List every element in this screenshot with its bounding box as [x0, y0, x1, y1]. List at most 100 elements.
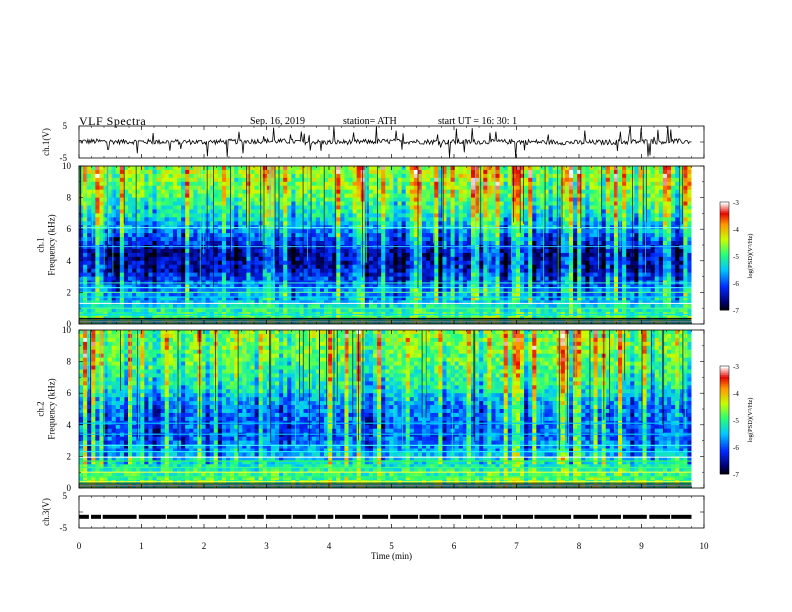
- ch1-spectrogram-cell: [679, 260, 684, 266]
- ch1-spectrogram-cell: [311, 252, 317, 258]
- ch1-spectrogram-cell: [483, 181, 488, 187]
- ch1-spectrogram-cell: [234, 229, 239, 234]
- ch1-spectrogram-cell: [646, 276, 652, 281]
- ch1-spectrogram-cell: [246, 185, 251, 191]
- ch1-spectrogram-cell: [462, 169, 468, 175]
- ch1-spectrogram-cell: [303, 173, 309, 179]
- ch1-spectrogram-cell: [642, 241, 647, 246]
- ch1-spectrogram-cell: [552, 193, 558, 198]
- ch1-spectrogram-cell: [242, 241, 247, 246]
- ch1-spectrogram-cell: [393, 268, 398, 274]
- ch1-spectrogram-cell: [495, 213, 500, 218]
- ch1-spectrogram-cell: [515, 221, 521, 226]
- ch1-spectrogram-cell: [471, 237, 476, 242]
- ch1-spectrogram-cell: [532, 264, 537, 270]
- ch1-spectrogram-cell: [548, 181, 554, 187]
- ch1-spectrogram-cell: [336, 272, 341, 277]
- ch1-spectrogram-cell: [83, 201, 88, 206]
- ch1-spectrogram-cell: [217, 292, 223, 297]
- ch1-spectrogram-cell: [352, 248, 358, 254]
- ch1-spectrogram-cell: [560, 205, 566, 210]
- ch1-spectrogram-cell: [585, 248, 590, 254]
- ch1-waveform-ytick-label: 5: [63, 121, 68, 131]
- ch1-spectrogram-cell: [409, 213, 415, 218]
- ch1-spectrogram-cell: [495, 260, 500, 266]
- ch1-spectrogram-cell: [368, 166, 374, 171]
- ch1-spectrogram-cell: [119, 197, 125, 202]
- ch1-spectrogram-cell: [499, 237, 505, 242]
- ch1-spectrogram-cell: [283, 221, 288, 226]
- ch1-spectrogram-cell: [528, 221, 533, 226]
- ch1-spectrogram-cell: [177, 272, 182, 277]
- ch1-spectrogram-cell: [250, 205, 255, 210]
- ch1-spectrogram-cell: [181, 268, 186, 274]
- ch1-spectrogram-cell: [381, 264, 386, 270]
- ch1-spectrogram-cell: [626, 197, 631, 202]
- ch1-spectrogram-cell: [258, 292, 264, 297]
- ch1-spectrogram-cell: [360, 268, 366, 274]
- ch1-spectrogram-cell: [422, 284, 427, 289]
- ch1-spectrogram-cell: [103, 268, 108, 274]
- ch1-spectrogram-cell: [413, 169, 419, 175]
- ch1-spectrogram-cell: [417, 166, 423, 171]
- ch1-spectrogram-cell: [446, 268, 451, 274]
- ch1-spectrogram-cell: [140, 229, 145, 234]
- ch1-spectrogram-cell: [242, 233, 247, 238]
- ch1-spectrogram-cell: [507, 197, 513, 202]
- ch1-spectrogram-cell: [217, 189, 223, 195]
- ch1-spectrogram-cell: [597, 201, 603, 206]
- ch1-spectrogram-cell: [307, 201, 313, 206]
- ch1-spectrogram-cell: [405, 237, 411, 242]
- ch1-spectrogram-cell: [569, 166, 574, 171]
- ch1-spectrogram-cell: [185, 185, 190, 191]
- ch1-spectrogram-cell: [79, 185, 84, 191]
- ch1-spectrogram-cell: [569, 276, 574, 281]
- ch1-spectrogram-cell: [95, 217, 100, 222]
- ch1-spectrogram-cell: [573, 197, 578, 202]
- ch1-spectrogram-cell: [107, 252, 113, 258]
- ch1-spectrogram-cell: [503, 221, 509, 226]
- ch1-spectrogram-cell: [475, 256, 480, 262]
- ch1-spectrogram-cell: [303, 292, 309, 297]
- ch1-spectrogram-cell: [79, 276, 84, 281]
- ch1-spectrogram-cell: [397, 241, 402, 246]
- ch1-spectrogram-cell: [613, 229, 619, 234]
- ch1-spectrogram-cell: [622, 264, 627, 270]
- ch1-spectrogram-cell: [213, 268, 219, 274]
- ch1-spectrogram-cell: [515, 260, 521, 266]
- ch1-spectrogram-cell: [352, 213, 358, 218]
- ch1-spectrogram-cell: [650, 217, 656, 222]
- ch1-spectrogram-cell: [168, 213, 174, 218]
- ch1-spectrogram-cell: [95, 288, 100, 293]
- ch1-spectrogram-cell: [385, 252, 390, 258]
- ch1-spectrogram-cell: [103, 241, 108, 246]
- ch1-spectrogram-cell: [107, 209, 113, 214]
- ch1-spectrogram-cell: [315, 209, 321, 214]
- ch1-spectrogram-cell: [634, 241, 639, 246]
- ch1-spectrogram-cell: [332, 169, 337, 175]
- ch1-spectrogram-cell: [364, 166, 370, 171]
- ch1-spectrogram-cell: [483, 177, 488, 183]
- ch1-spectrogram-cell: [287, 185, 292, 191]
- ch1-spectrogram-cell: [144, 166, 149, 171]
- ch1-spectrogram-cell: [458, 213, 464, 218]
- ch1-spectrogram-cell: [532, 173, 537, 179]
- ch1-spectrogram-cell: [679, 248, 684, 254]
- ch1-spectrogram-cell: [164, 201, 170, 206]
- ch1-spectrogram-cell: [569, 217, 574, 222]
- ch1-spectrogram-cell: [552, 272, 558, 277]
- ch1-spectrogram-cell: [389, 205, 394, 210]
- ch1-spectrogram-cell: [556, 241, 562, 246]
- ch1-spectrogram-cell: [597, 256, 603, 262]
- ch1-spectrogram-cell: [356, 189, 362, 195]
- ch1-spectrogram-cell: [540, 201, 545, 206]
- ch1-spectrogram-cell: [564, 233, 570, 238]
- ch1-spectrogram-cell: [560, 193, 566, 198]
- ch1-spectrogram-cell: [540, 284, 545, 289]
- ch1-spectrogram-cell: [168, 185, 174, 191]
- ch1-spectrogram-cell: [422, 213, 427, 218]
- ch1-spectrogram-cell: [687, 256, 692, 262]
- ch1-spectrogram-cell: [642, 201, 647, 206]
- ch1-spectrogram-cell: [413, 284, 419, 289]
- ch1-spectrogram-cell: [270, 233, 276, 238]
